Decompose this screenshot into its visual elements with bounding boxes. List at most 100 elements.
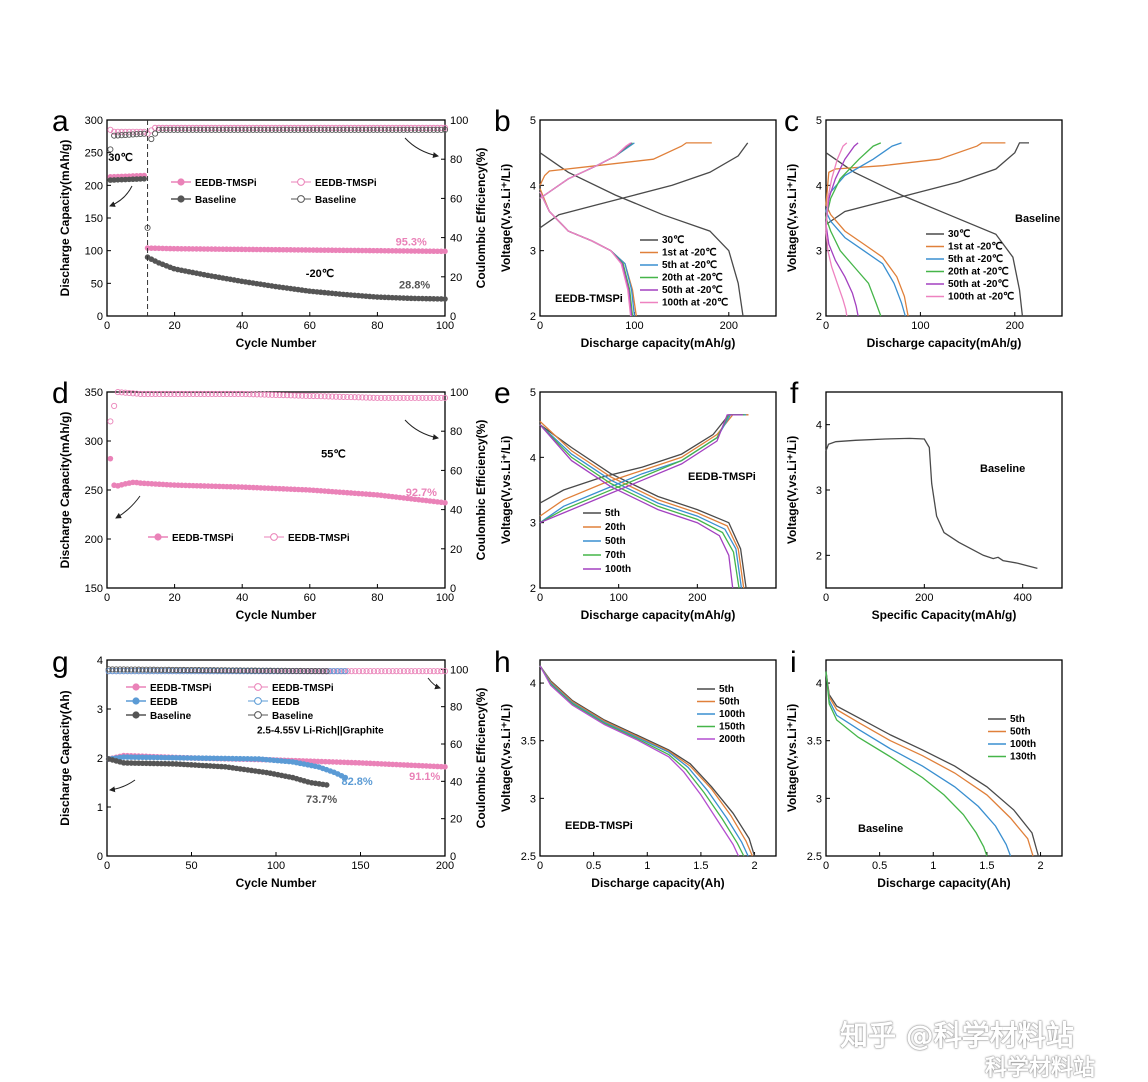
legend-marker-filled: [132, 697, 140, 705]
y-tick-label: 200: [85, 534, 103, 546]
x-axis-label: Discharge capacity(Ah): [591, 876, 724, 890]
x-tick-label: 0.5: [586, 860, 601, 872]
legend-label: 30℃: [662, 235, 684, 246]
series-line-discharge: [539, 424, 743, 589]
legend-label: 5th at -20℃: [948, 254, 1003, 265]
annotation: 82.8%: [342, 776, 373, 788]
y2-tick-label: 20: [450, 814, 462, 826]
y-tick-label: 4: [816, 678, 822, 690]
marker-open: [404, 394, 411, 401]
marker-open: [287, 126, 294, 133]
legend-label: EEDB-TMSPi: [195, 178, 257, 189]
marker-open: [128, 668, 135, 675]
marker-open: [223, 126, 230, 133]
legend-label: Baseline: [272, 711, 314, 722]
marker-open: [137, 390, 144, 397]
series-line: [825, 671, 1034, 857]
panel-label: EEDB-TMSPi: [565, 820, 633, 832]
marker-open: [438, 394, 445, 401]
marker-open: [351, 394, 358, 401]
x-tick-label: 200: [1006, 320, 1024, 332]
marker-open: [393, 394, 400, 401]
marker-open: [240, 667, 248, 674]
legend-label: 50th at -20℃: [662, 285, 723, 296]
marker-open: [412, 668, 419, 675]
marker-open: [348, 668, 355, 675]
legend-marker-filled: [177, 178, 185, 186]
y-axis-label: Voltage(V,vs.Li⁺/Li): [785, 704, 799, 812]
y-tick-label: 2.5: [521, 851, 536, 863]
legend-label: EEDB-TMSPi: [150, 683, 212, 694]
legend-label: EEDB-TMSPi: [315, 178, 377, 189]
marker-open: [264, 126, 272, 133]
y2-tick-label: 100: [450, 115, 468, 127]
x-tick-label: 0: [823, 320, 829, 332]
y-tick-label: 350: [85, 387, 103, 399]
marker-open: [325, 126, 332, 133]
marker-open: [378, 394, 385, 401]
marker-open: [396, 394, 403, 401]
panel-letter-b: b: [494, 105, 511, 138]
marker-open: [227, 390, 234, 398]
marker-open: [163, 390, 170, 398]
marker-open: [218, 667, 225, 674]
marker-open: [201, 390, 208, 398]
marker-open: [430, 394, 437, 401]
marker-open: [347, 126, 354, 133]
marker-open: [366, 394, 373, 401]
marker-open: [116, 666, 124, 673]
series-line: [825, 671, 1040, 857]
marker-open: [359, 126, 366, 133]
marker-open: [208, 390, 215, 398]
marker-open: [363, 668, 370, 675]
marker-open: [148, 390, 155, 398]
marker-open: [284, 392, 291, 399]
marker-open: [370, 668, 378, 675]
y-axis-label: Voltage(V,vs.Li⁺/Li): [785, 436, 799, 544]
x-tick-label: 2: [1037, 860, 1043, 872]
x-tick-label: 100: [436, 320, 454, 332]
marker-open: [359, 668, 366, 675]
x-tick-label: 0: [104, 860, 110, 872]
y-tick-label: 3.5: [807, 736, 822, 748]
marker-open: [276, 126, 283, 133]
watermark-main: 知乎 @科学材料站: [840, 1019, 1074, 1052]
annotation: 95.3%: [396, 236, 427, 248]
marker-open: [231, 390, 238, 398]
legend-marker-filled: [132, 711, 140, 719]
legend-marker-open: [270, 533, 278, 541]
series-line: [539, 665, 753, 857]
x-axis-label: Discharge capacity(mAh/g): [581, 608, 736, 622]
series-line: [825, 671, 1012, 857]
marker-open: [109, 666, 116, 673]
marker-open: [128, 666, 135, 673]
marker-open: [150, 666, 157, 673]
marker-open: [321, 393, 328, 400]
marker-open: [282, 667, 289, 674]
marker-filled: [141, 176, 147, 182]
x-tick-label: 200: [436, 860, 454, 872]
marker-open: [144, 390, 152, 398]
y-tick-label: 3: [816, 485, 822, 497]
marker-open: [295, 392, 302, 399]
legend-label: EEDB-TMSPi: [272, 683, 334, 694]
marker-open: [355, 126, 362, 133]
y2-tick-label: 60: [450, 193, 462, 205]
marker-open: [129, 131, 136, 138]
marker-open: [271, 667, 278, 674]
marker-open: [400, 126, 407, 133]
x-tick-label: 2: [751, 860, 757, 872]
marker-open: [143, 666, 150, 673]
marker-open: [374, 394, 381, 401]
marker-open: [238, 390, 246, 398]
marker-open: [257, 126, 264, 133]
legend-label: 20th at -20℃: [948, 267, 1009, 278]
marker-open: [141, 130, 148, 137]
y-tick-label: 300: [85, 115, 103, 127]
panel-label: EEDB-TMSPi: [555, 293, 623, 305]
x-tick-label: 1.5: [693, 860, 708, 872]
marker-open: [269, 391, 276, 398]
y-tick-label: 2: [816, 311, 822, 323]
marker-open: [124, 668, 131, 675]
series-line-charge: [825, 142, 882, 219]
